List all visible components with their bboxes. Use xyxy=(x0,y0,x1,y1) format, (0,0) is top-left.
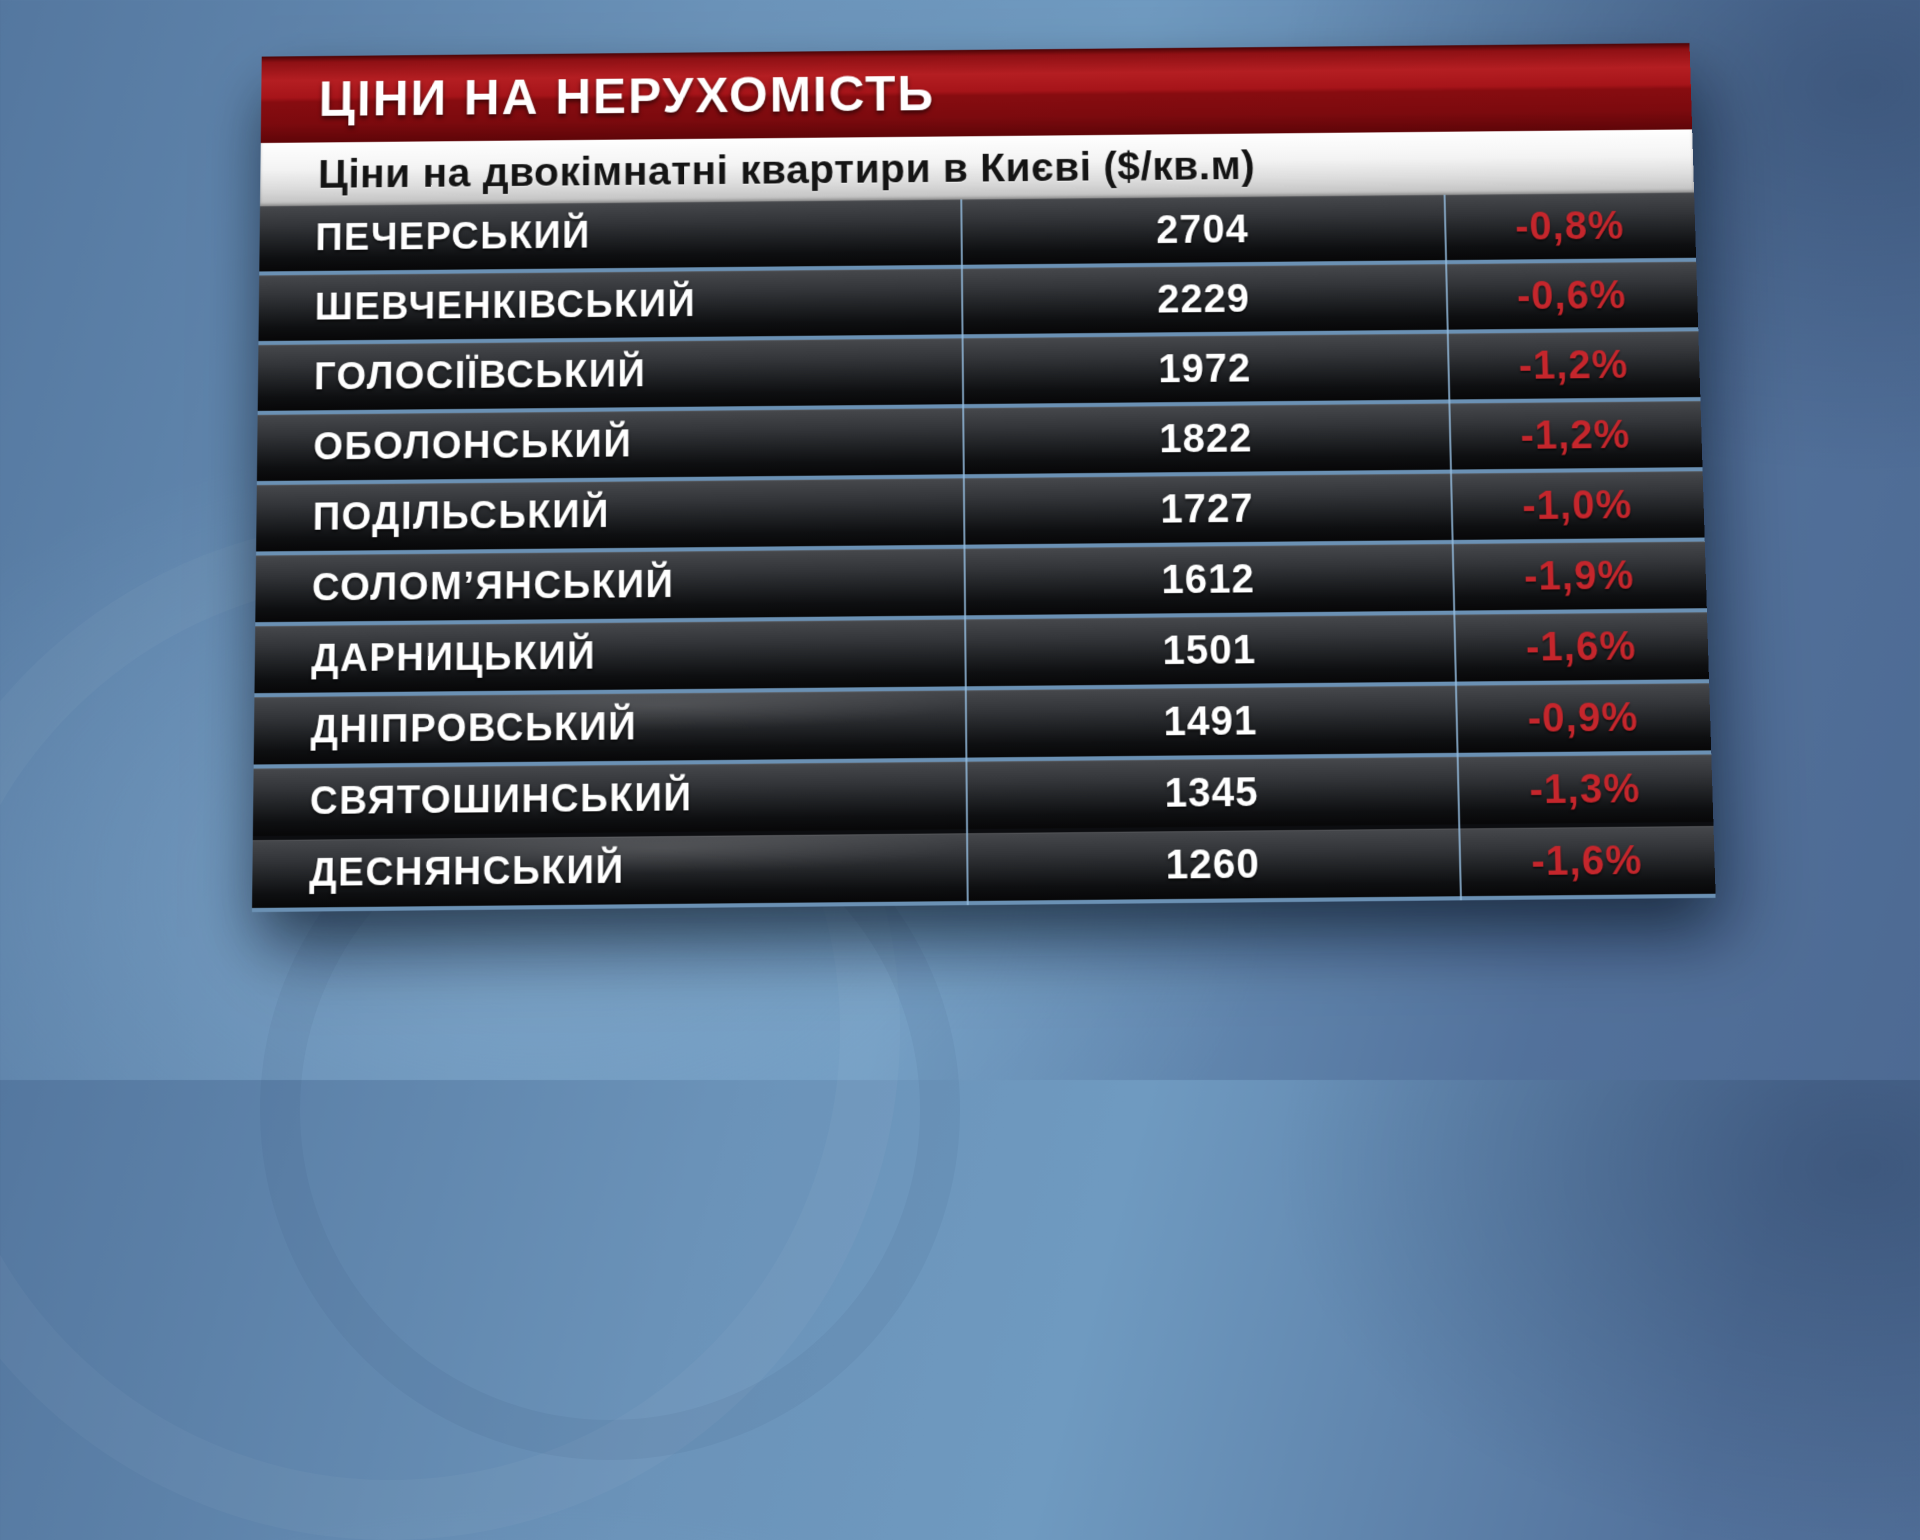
district-cell: ШЕВЧЕНКІВСЬКИЙ xyxy=(314,282,697,329)
price-cell: 1972 xyxy=(1157,345,1252,391)
change-cell: -1,3% xyxy=(1528,765,1641,812)
price-cell: 1612 xyxy=(1161,556,1256,602)
section-title: ЦІНИ НА НЕРУХОМІСТЬ xyxy=(318,65,936,127)
district-cell: ДАРНИЦЬКИЙ xyxy=(311,634,597,680)
district-cell: ОБОЛОНСЬКИЙ xyxy=(313,422,633,468)
district-cell: ПОДІЛЬСЬКИЙ xyxy=(312,493,610,539)
change-cell: -1,6% xyxy=(1530,837,1643,884)
change-cell: -1,2% xyxy=(1518,342,1629,388)
price-cell: 1822 xyxy=(1158,415,1253,461)
price-cell: 1727 xyxy=(1159,486,1255,532)
district-cell: ПЕЧЕРСЬКИЙ xyxy=(315,214,591,259)
change-cell: -1,2% xyxy=(1519,412,1631,458)
section-banner: ЦІНИ НА НЕРУХОМІСТЬ xyxy=(260,43,1693,144)
district-cell: ДЕСНЯНСЬКИЙ xyxy=(309,848,625,895)
change-cell: -0,6% xyxy=(1516,272,1627,318)
price-cell: 1345 xyxy=(1164,769,1260,816)
change-cell: -1,0% xyxy=(1521,482,1633,528)
price-cell: 1491 xyxy=(1163,698,1258,744)
table-row: ДЕСНЯНСЬКИЙ 1260 -1,6% xyxy=(251,826,1716,913)
price-cell: 2229 xyxy=(1156,276,1251,321)
price-cell: 1501 xyxy=(1162,627,1257,673)
district-cell: СВЯТОШИНСЬКИЙ xyxy=(309,776,693,823)
price-cell: 1260 xyxy=(1165,841,1261,888)
district-cell: ДНІПРОВСЬКИЙ xyxy=(310,705,638,752)
infographic-panel: ЦІНИ НА НЕРУХОМІСТЬ Ціни на двокімнатні … xyxy=(251,43,1716,913)
price-table: ПЕЧЕРСЬКИЙ 2704 -0,8% ШЕВЧЕНКІВСЬКИЙ 222… xyxy=(251,192,1716,913)
district-cell: ГОЛОСІЇВСЬКИЙ xyxy=(313,352,647,398)
tv-infographic-screen: { "header": { "title": "ЦІНИ НА НЕРУХОМІ… xyxy=(0,0,1920,1080)
price-cell: 2704 xyxy=(1155,207,1250,252)
change-cell: -1,6% xyxy=(1525,623,1637,670)
table-title: Ціни на двокімнатні квартири в Києві ($/… xyxy=(317,141,1256,197)
change-cell: -0,8% xyxy=(1514,203,1625,249)
district-cell: СОЛОМ’ЯНСЬКИЙ xyxy=(311,563,675,609)
change-cell: -1,9% xyxy=(1523,552,1635,599)
change-cell: -0,9% xyxy=(1527,694,1639,741)
